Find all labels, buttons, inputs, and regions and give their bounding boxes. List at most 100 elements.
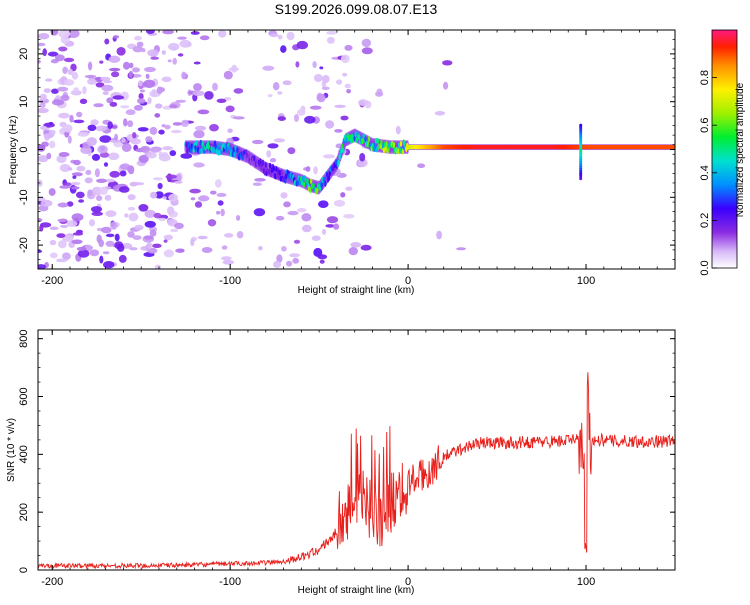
spectral-blob [177,36,187,40]
spectral-blob [62,124,73,133]
spectral-blob [305,166,311,172]
spectral-blob [49,239,57,246]
spectral-blob [304,115,316,124]
ridge-point [232,146,235,153]
spectral-blob [127,206,136,211]
spectral-blob [132,46,144,53]
spectral-blob [334,129,343,133]
spectral-blob [153,177,163,181]
spectral-blob [109,67,121,72]
spectral-blob [91,211,103,216]
spectral-blob [118,254,127,263]
spectral-blob [361,47,373,55]
spectral-blob [49,140,56,149]
snr-x-label: Height of straight line (km) [298,585,415,596]
spectral-blob [276,254,283,263]
spectral-blob [144,220,156,228]
ridge-point [324,180,327,187]
spectral-blob [49,226,59,230]
snr-frame [37,329,676,571]
spectral-blob [60,94,70,102]
spectrogram-y-ticks: -20 -10 0 10 20 [18,29,675,270]
colorbar-tick-label: 0.4 [699,165,711,180]
ridge-point [380,139,383,146]
spectral-blob [174,180,183,184]
ridge-point [216,144,219,151]
spectral-blob [361,38,372,48]
spectral-blob [143,79,156,89]
spectral-blob [87,124,97,131]
spectral-blob [43,129,49,135]
spectral-blob [100,76,111,81]
y-tick-label: 800 [18,329,30,347]
spectral-blob [136,41,144,48]
y-tick-label: 20 [18,48,30,60]
spectral-blob [326,216,339,224]
spectral-blob [282,80,292,86]
spectral-blob [253,208,266,217]
spectral-blob [254,178,266,182]
y-tick-label: 0 [18,146,30,152]
spectral-blob [312,61,317,69]
spectrogram-marks [38,30,675,269]
spectral-blob [319,66,324,70]
spectral-blob [197,109,210,115]
spectral-blob [309,105,322,110]
ridge-point [199,139,202,146]
y-tick-label: 10 [18,96,30,108]
spectral-blob [102,251,110,255]
spectral-blob [269,158,277,163]
spectral-blob [317,254,328,260]
ridge-point [198,148,202,155]
spectral-blob [190,31,200,35]
spectral-blob [38,59,41,64]
spectral-blob [357,158,368,168]
spectral-blob [87,61,93,71]
spectral-blob [344,44,353,51]
spectral-blob [318,200,329,208]
spectral-blob [99,255,104,264]
spectral-blob [127,120,134,128]
ridge-point [225,147,228,153]
spectral-blob [333,223,340,230]
x-tick-label: 0 [405,576,411,588]
spectral-blob [325,224,335,228]
spectral-blob [197,235,208,240]
spectral-blob [50,129,56,135]
spectral-blob [436,230,442,240]
spectral-blob [272,82,280,91]
spectral-blob [63,57,75,63]
spectral-blob [119,170,127,177]
spectral-blob [87,78,97,85]
spectral-blob [138,154,149,163]
ridge-point [259,158,262,165]
spectral-blob [395,125,401,135]
spectral-blob [275,215,285,221]
spectral-blob [158,129,165,135]
spectral-blob [199,35,210,41]
spectral-blob [105,233,115,238]
spectral-blob [442,60,453,66]
ridge-point [342,147,345,154]
spectral-blob [193,130,205,139]
spectral-blob [73,159,81,166]
spectral-blob [144,209,156,218]
spectral-blob [190,197,196,201]
spectral-blob [76,246,87,251]
spectral-blob [201,247,213,253]
spectral-blob [137,127,149,132]
spectral-blob [163,239,168,243]
spectrogram-x-label: Height of straight line (km) [298,285,415,296]
spectral-blob [84,74,97,79]
spectral-blob [340,115,349,121]
spectral-blob [129,181,138,187]
spectral-blob [111,71,120,78]
spectral-blob [216,98,227,104]
spectral-blob [105,210,117,218]
spectral-blob [38,155,49,163]
spectral-blob [51,88,59,94]
spectral-blob [38,42,46,47]
ridge-point [279,175,283,182]
spectral-blob [72,175,77,179]
spectral-blob [71,239,83,245]
